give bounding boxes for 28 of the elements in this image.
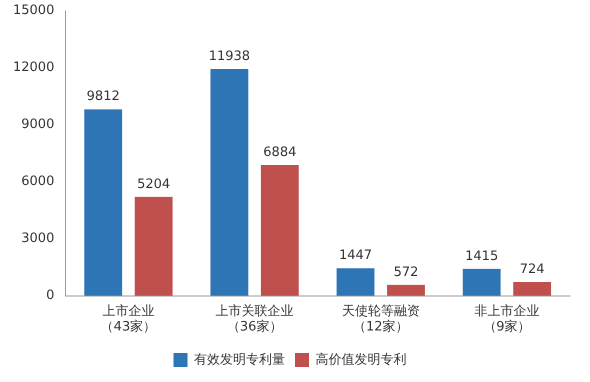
data-label: 11938 (208, 48, 250, 64)
data-label: 9812 (86, 89, 120, 104)
bar (84, 109, 122, 296)
y-tick-label: 15000 (12, 3, 54, 18)
y-tick-label: 6000 (21, 174, 54, 190)
x-tick-label: 天使轮等融资（12家） (342, 304, 420, 335)
bar (210, 68, 248, 296)
x-tick-label: 非上市企业（9家） (474, 304, 540, 335)
y-tick-label: 3000 (21, 231, 54, 246)
x-tick-label: 上市企业（43家） (100, 304, 156, 335)
bar (462, 268, 501, 296)
data-label: 5204 (137, 176, 170, 192)
data-label: 1447 (338, 248, 372, 264)
y-tick-label: 0 (46, 288, 54, 304)
bar (513, 282, 552, 296)
bar (336, 268, 374, 296)
y-tick-label: 12000 (12, 60, 54, 76)
bar (134, 196, 173, 296)
data-label: 572 (394, 264, 418, 280)
legend-label: 有效发明专利量 (194, 352, 285, 368)
bar (387, 284, 425, 296)
legend-label: 高价值发明专利 (316, 351, 406, 368)
data-label: 6884 (263, 144, 296, 160)
x-tick-label: 上市关联企业（36家） (216, 304, 294, 335)
y-tick-label: 9000 (21, 117, 54, 132)
data-label: 724 (520, 262, 545, 277)
bar (260, 165, 299, 296)
data-label: 1415 (465, 248, 498, 264)
